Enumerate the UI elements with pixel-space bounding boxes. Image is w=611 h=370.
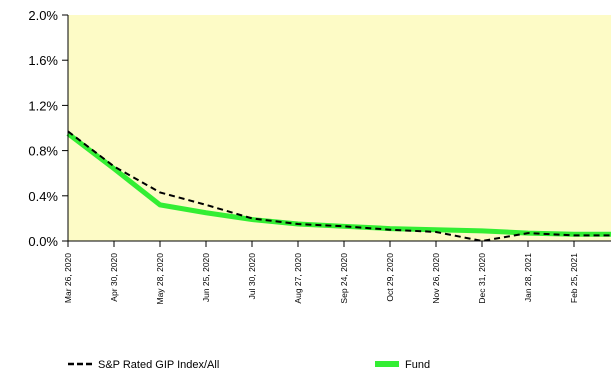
- x-tick-label: Feb 25, 2021: [569, 253, 579, 303]
- x-tick-label: Dec 31, 2020: [477, 253, 487, 304]
- x-tick-label: Jun 25, 2020: [201, 253, 211, 302]
- x-tick-label: Nov 26, 2020: [431, 253, 441, 304]
- y-tick-label: 1.6%: [28, 53, 58, 68]
- x-tick-label: May 28, 2020: [155, 253, 165, 305]
- x-tick-label: Sep 24, 2020: [339, 253, 349, 304]
- y-tick-label: 0.8%: [28, 144, 58, 159]
- plot-background: [68, 15, 611, 241]
- legend-swatch: [375, 361, 399, 367]
- x-tick-label: Oct 29, 2020: [385, 253, 395, 302]
- y-tick-label: 1.2%: [28, 98, 58, 113]
- legend-label: Fund: [405, 359, 430, 370]
- y-tick-label: 0.0%: [28, 234, 58, 249]
- legend-label: S&P Rated GIP Index/All: [98, 359, 219, 370]
- x-tick-label: Apr 30, 2020: [109, 253, 119, 302]
- y-tick-label: 2.0%: [28, 8, 58, 23]
- series-line: [67, 130, 611, 243]
- y-tick-label: 0.4%: [28, 189, 58, 204]
- x-tick-label: Aug 27, 2020: [293, 253, 303, 304]
- x-tick-label: Jul 30, 2020: [247, 253, 257, 300]
- x-tick-label: Jan 28, 2021: [523, 253, 533, 302]
- x-tick-label: Mar 26, 2020: [63, 253, 73, 303]
